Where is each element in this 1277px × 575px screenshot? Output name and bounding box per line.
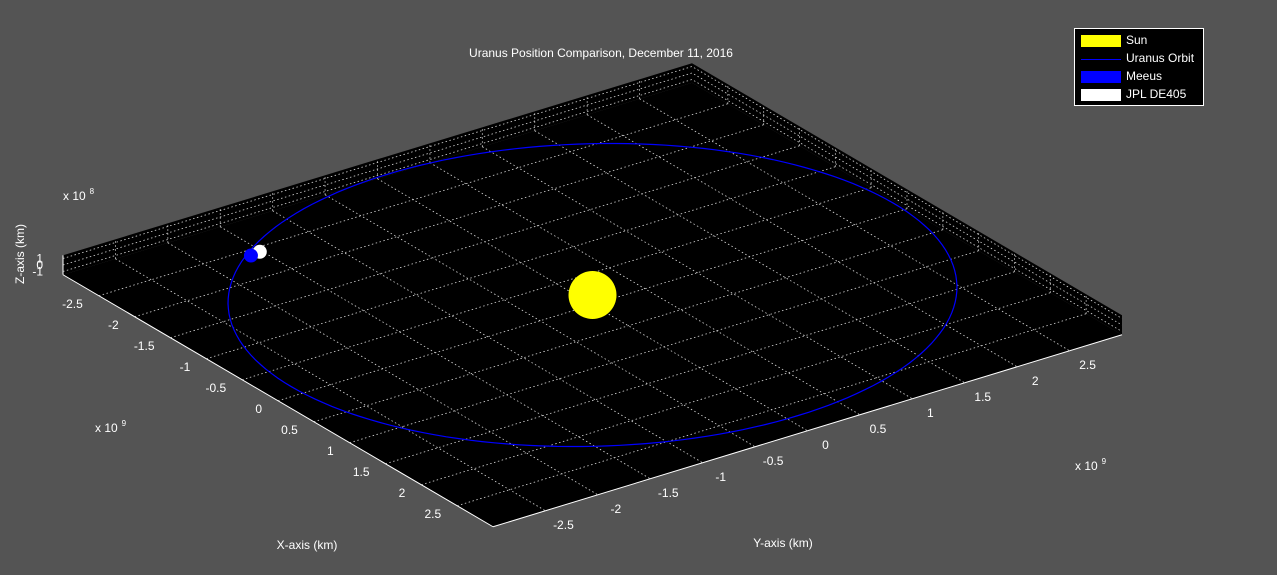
z-axis-label: Z-axis (km) bbox=[13, 224, 27, 284]
floor-grid-y bbox=[324, 194, 756, 448]
z-axis-multiplier: x 10 bbox=[63, 189, 86, 203]
y-tick-label: 0 bbox=[822, 438, 829, 452]
floor-grid-y bbox=[429, 162, 861, 416]
y-axis-multiplier-exponent: 9 bbox=[1102, 457, 1107, 466]
x-axis-multiplier-exponent: 9 bbox=[122, 419, 127, 428]
z-tick-label: -1 bbox=[32, 265, 43, 279]
x-axis-multiplier: x 10 bbox=[95, 421, 118, 435]
x-tick-label: -2 bbox=[108, 318, 119, 332]
chart-title: Uranus Position Comparison, December 11,… bbox=[469, 46, 733, 60]
floor-grid-y bbox=[482, 146, 913, 400]
x-tick-label: 2 bbox=[399, 486, 406, 500]
floor-grid-x bbox=[385, 271, 1015, 465]
legend-item-orbit: Uranus Orbit bbox=[1075, 50, 1203, 68]
x-tick-label: -2.5 bbox=[62, 297, 83, 311]
x-tick-label: 1 bbox=[327, 444, 334, 458]
y-tick-label: -0.5 bbox=[763, 454, 784, 468]
legend-label-sun: Sun bbox=[1126, 33, 1148, 47]
orbit-line-swatch bbox=[1081, 59, 1121, 60]
y-axis-multiplier: x 10 bbox=[1075, 459, 1098, 473]
meeus-swatch bbox=[1081, 71, 1121, 83]
floor-grid-x bbox=[457, 313, 1087, 507]
y-axis-label: Y-axis (km) bbox=[753, 536, 813, 550]
floor-grid-x bbox=[242, 187, 872, 381]
y-tick-label: 2.5 bbox=[1079, 358, 1096, 372]
z-tick-label: 0 bbox=[36, 258, 43, 272]
legend-label-meeus: Meeus bbox=[1126, 69, 1163, 83]
x-tick-label: -1.5 bbox=[134, 339, 155, 353]
legend-label-orbit: Uranus Orbit bbox=[1126, 51, 1195, 65]
floor-grid-y bbox=[167, 242, 599, 496]
x-axis-label: X-axis (km) bbox=[277, 538, 338, 552]
y-axis-line bbox=[492, 334, 1123, 528]
floor-grid-x bbox=[206, 166, 836, 360]
legend[interactable]: Sun Uranus Orbit Meeus JPL DE405 bbox=[1074, 28, 1204, 106]
uranus-orbit-line bbox=[227, 142, 958, 448]
floor-grid-y bbox=[272, 210, 703, 464]
sun-swatch bbox=[1081, 35, 1121, 47]
y-tick-label: -1 bbox=[715, 470, 726, 484]
meeus-marker bbox=[243, 248, 258, 263]
jpl-swatch bbox=[1081, 89, 1121, 101]
legend-item-meeus: Meeus bbox=[1075, 68, 1203, 86]
legend-label-jpl: JPL DE405 bbox=[1126, 87, 1187, 101]
floor-grid-y bbox=[586, 114, 1018, 368]
y-tick-label: -2 bbox=[610, 502, 621, 516]
y-tick-label: 0.5 bbox=[870, 422, 887, 436]
y-tick-label: 2 bbox=[1032, 374, 1039, 388]
y-tick-label: 1.5 bbox=[974, 390, 991, 404]
x-tick-label: 1.5 bbox=[353, 465, 370, 479]
y-tick-label: 1 bbox=[927, 406, 934, 420]
x-tick-label: 0 bbox=[255, 402, 262, 416]
floor-grid-y bbox=[115, 258, 546, 512]
z-axis-multiplier-exponent: 8 bbox=[90, 187, 95, 196]
x-tick-label: -1 bbox=[180, 360, 191, 374]
x-tick-label: 2.5 bbox=[424, 507, 441, 521]
legend-item-jpl: JPL DE405 bbox=[1075, 86, 1203, 104]
floor-grid-x bbox=[134, 124, 764, 318]
floor-grid-x bbox=[313, 229, 943, 423]
floor-grid-x bbox=[98, 103, 728, 297]
x-tick-label: 0.5 bbox=[281, 423, 298, 437]
sun-marker bbox=[568, 271, 617, 319]
y-tick-label: -2.5 bbox=[553, 518, 574, 532]
floor-grid-y bbox=[534, 130, 965, 384]
floor-grid-y bbox=[639, 98, 1070, 352]
y-tick-label: -1.5 bbox=[658, 486, 679, 500]
z-tick-label: 1 bbox=[36, 252, 43, 266]
legend-item-sun: Sun bbox=[1075, 32, 1203, 50]
x-tick-label: -0.5 bbox=[205, 381, 226, 395]
